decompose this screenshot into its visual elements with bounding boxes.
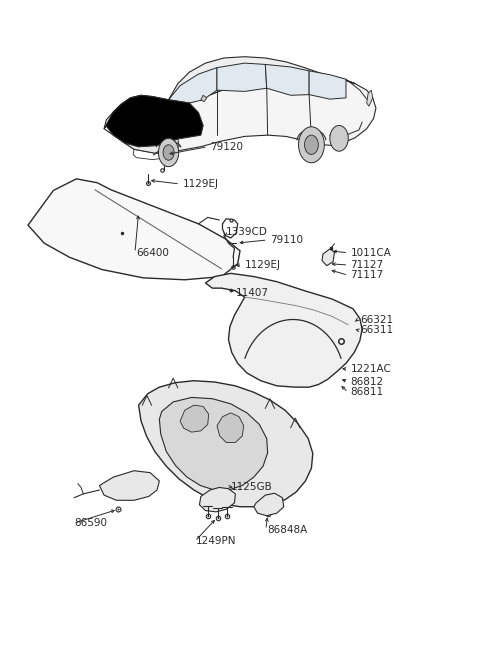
Polygon shape: [139, 380, 313, 506]
Text: 86812: 86812: [350, 377, 384, 387]
Text: 11407: 11407: [235, 287, 268, 298]
Polygon shape: [28, 179, 240, 280]
Text: 1129EJ: 1129EJ: [245, 260, 281, 270]
Polygon shape: [254, 493, 284, 516]
Polygon shape: [322, 249, 335, 266]
Text: 66321: 66321: [360, 315, 393, 325]
Polygon shape: [205, 274, 362, 387]
Text: 1249PN: 1249PN: [196, 537, 237, 546]
Polygon shape: [180, 405, 209, 432]
Circle shape: [330, 125, 348, 152]
Polygon shape: [168, 68, 217, 103]
Text: 71127: 71127: [350, 260, 384, 270]
Text: 86848A: 86848A: [268, 525, 308, 535]
Text: 71117: 71117: [350, 270, 384, 280]
Circle shape: [158, 138, 179, 167]
Text: 86811: 86811: [350, 387, 384, 398]
Polygon shape: [99, 471, 159, 501]
Polygon shape: [104, 75, 376, 153]
Circle shape: [304, 135, 318, 154]
Text: 86590: 86590: [74, 518, 107, 529]
Text: 1011CA: 1011CA: [350, 248, 392, 258]
Polygon shape: [367, 90, 372, 106]
Text: 66311: 66311: [360, 325, 393, 335]
Polygon shape: [122, 139, 179, 153]
Polygon shape: [265, 64, 309, 95]
Circle shape: [299, 127, 324, 163]
Polygon shape: [217, 63, 267, 91]
Circle shape: [163, 145, 174, 160]
Polygon shape: [200, 487, 235, 512]
Polygon shape: [159, 398, 268, 490]
Text: 1221AC: 1221AC: [350, 364, 392, 374]
Polygon shape: [217, 413, 244, 442]
Text: 1339CD: 1339CD: [226, 226, 268, 237]
Text: 79120: 79120: [210, 142, 243, 152]
Polygon shape: [201, 95, 207, 102]
Polygon shape: [104, 95, 203, 147]
Polygon shape: [309, 71, 346, 99]
Polygon shape: [168, 56, 355, 103]
Text: 1129EJ: 1129EJ: [182, 179, 218, 189]
Text: 79110: 79110: [270, 235, 303, 245]
Text: 1125GB: 1125GB: [231, 482, 273, 492]
Text: 66400: 66400: [136, 248, 169, 258]
